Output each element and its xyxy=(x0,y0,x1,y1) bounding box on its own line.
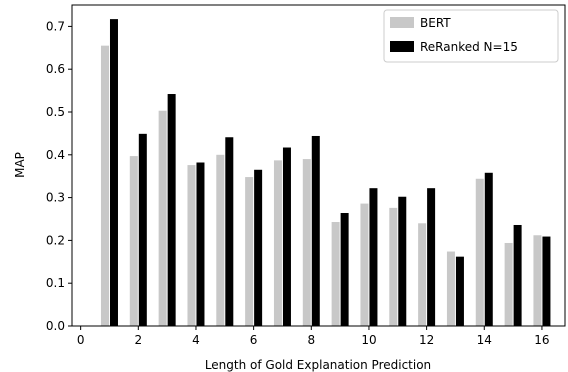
y-tick-label-2: 0.2 xyxy=(46,233,65,247)
bar-bert-15 xyxy=(504,242,513,326)
bar-reranked-8 xyxy=(311,135,320,326)
bar-reranked-16 xyxy=(542,236,551,326)
bar-bert-9 xyxy=(331,222,340,326)
bar-bert-2 xyxy=(129,156,138,326)
legend-swatch-reranked xyxy=(390,41,414,52)
y-tick-label-5: 0.5 xyxy=(46,105,65,119)
bar-bert-14 xyxy=(475,178,484,326)
bar-reranked-10 xyxy=(369,188,378,326)
bar-reranked-15 xyxy=(513,224,522,326)
bar-reranked-2 xyxy=(138,133,147,326)
bar-bert-3 xyxy=(158,110,167,326)
bar-bert-6 xyxy=(245,177,254,326)
bar-bert-16 xyxy=(533,235,542,326)
y-tick-label-4: 0.4 xyxy=(46,148,65,162)
legend-label-reranked: ReRanked N=15 xyxy=(420,40,518,54)
y-axis-label: MAP xyxy=(13,152,27,178)
bar-reranked-3 xyxy=(167,94,176,327)
y-tick-label-1: 0.1 xyxy=(46,276,65,290)
y-axis-ticks: 0.0 0.1 0.2 0.3 0.4 0.5 0.6 0.7 xyxy=(46,19,72,333)
bar-reranked-5 xyxy=(225,137,234,326)
legend-box xyxy=(383,9,559,63)
x-tick-label-6: 6 xyxy=(250,333,258,347)
x-tick-label-14: 14 xyxy=(477,333,492,347)
legend: BERT ReRanked N=15 xyxy=(383,9,559,63)
bar-reranked-13 xyxy=(455,256,464,326)
bar-reranked-12 xyxy=(427,188,436,326)
x-tick-label-10: 10 xyxy=(361,333,376,347)
x-axis-ticks: 0 2 4 6 8 10 12 14 16 xyxy=(77,326,550,347)
bar-bert-4 xyxy=(187,165,196,326)
x-tick-label-16: 16 xyxy=(534,333,549,347)
bar-bert-12 xyxy=(418,223,427,326)
y-tick-label-7: 0.7 xyxy=(46,19,65,33)
y-tick-label-0: 0.0 xyxy=(46,319,65,333)
legend-swatch-bert xyxy=(390,17,414,28)
x-tick-label-8: 8 xyxy=(307,333,315,347)
bar-reranked-14 xyxy=(484,172,493,326)
x-tick-label-2: 2 xyxy=(134,333,142,347)
bars-group xyxy=(100,19,551,327)
bar-reranked-4 xyxy=(196,162,205,326)
y-tick-label-3: 0.3 xyxy=(46,191,65,205)
bar-reranked-7 xyxy=(282,147,291,326)
bar-bert-5 xyxy=(216,154,225,326)
bar-reranked-1 xyxy=(109,19,118,327)
bar-bert-13 xyxy=(446,251,455,326)
bar-bert-1 xyxy=(100,45,109,326)
bar-reranked-9 xyxy=(340,213,349,326)
y-tick-label-6: 0.6 xyxy=(46,62,65,76)
x-tick-label-0: 0 xyxy=(77,333,85,347)
bar-bert-7 xyxy=(273,160,282,326)
plot-frame xyxy=(71,4,566,327)
x-tick-label-12: 12 xyxy=(419,333,434,347)
bar-reranked-6 xyxy=(254,169,263,326)
bar-reranked-11 xyxy=(398,196,407,326)
bar-bert-10 xyxy=(360,203,369,326)
x-axis-label: Length of Gold Explanation Prediction xyxy=(205,358,431,372)
x-tick-label-4: 4 xyxy=(192,333,200,347)
bar-bert-11 xyxy=(389,207,398,326)
legend-label-bert: BERT xyxy=(420,16,451,30)
bar-bert-8 xyxy=(302,159,311,326)
